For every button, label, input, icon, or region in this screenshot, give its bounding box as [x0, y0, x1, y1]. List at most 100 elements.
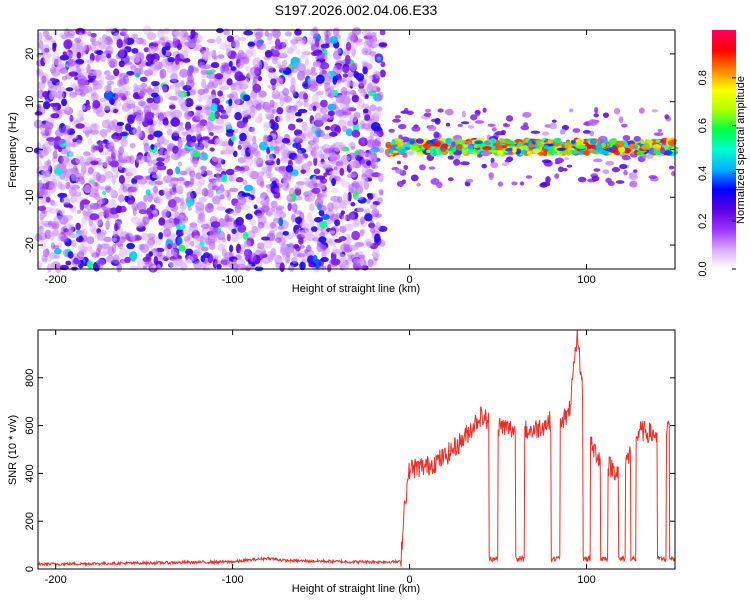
spectrogram-cell: [168, 95, 178, 101]
spectrogram-cell: [113, 87, 119, 95]
spectrogram-cell: [75, 222, 81, 231]
spectrogram-cell: [345, 41, 352, 51]
spectrogram-cell: [349, 171, 357, 178]
spectrogram-cell: [332, 64, 343, 75]
spectrogram-cell: [282, 87, 290, 97]
spectrogram-cell: [259, 141, 268, 151]
spectrogram-cell: [293, 154, 303, 165]
spectrogram-cell: [193, 235, 201, 244]
spectrogram-cell: [327, 202, 334, 212]
spectrogram-cell: [216, 202, 224, 211]
spectrogram-cell: [350, 202, 356, 207]
spectrogram-cell: [142, 265, 148, 270]
spectrogram-cell: [194, 208, 205, 215]
colorbar-label: Normalized spectral amplitude: [735, 76, 747, 224]
spectrogram-cell: [283, 95, 293, 103]
spectrogram-cell: [172, 37, 180, 46]
spectrogram-cell: [526, 150, 533, 156]
spectrogram-cell: [319, 161, 330, 167]
spectrogram-cell: [349, 81, 359, 88]
spectrogram-cell: [78, 32, 83, 41]
spectrogram-cell: [372, 40, 380, 47]
spectrogram-cell: [487, 123, 496, 128]
spectrogram-cell: [70, 172, 79, 182]
spectrogram-cell: [364, 114, 371, 121]
spectrogram-cell: [137, 100, 146, 107]
spectrogram-cell: [447, 155, 455, 160]
spectrogram-y-ticks: -20 -10 0 10 20: [24, 48, 675, 253]
spectrogram-cell: [363, 261, 368, 267]
spectrogram-cell: [440, 147, 447, 152]
spectrogram-cell: [36, 103, 42, 108]
y-tick-label: -10: [24, 189, 36, 205]
spectrogram-cell: [114, 170, 119, 179]
spectrogram-cell: [563, 157, 570, 161]
spectrogram-cell: [221, 237, 227, 243]
spectrogram-cell: [195, 201, 203, 210]
spectrogram-cell: [331, 169, 340, 178]
spectrogram-cell: [80, 164, 87, 175]
spectrogram-cell: [99, 97, 108, 103]
spectrogram-cell: [376, 197, 383, 204]
spectrogram-cell: [118, 194, 125, 203]
spectrogram-cell: [321, 213, 330, 221]
spectrogram-cell: [38, 179, 43, 189]
spectrogram-cell: [136, 259, 143, 269]
spectrogram-cell: [655, 139, 661, 143]
spectrogram-cell: [428, 166, 436, 170]
spectrogram-cell: [481, 163, 488, 169]
spectrogram-cell: [146, 112, 155, 117]
spectrogram-cell: [131, 48, 139, 54]
colorbar-ticks: 0.0 0.2 0.4 0.6 0.8: [697, 70, 736, 277]
spectrogram-cell: [245, 157, 254, 167]
spectrogram-cell: [240, 165, 250, 172]
spectrogram-cell: [80, 104, 86, 110]
spectrogram-cell: [210, 221, 221, 228]
spectrogram-cell: [44, 229, 52, 240]
spectrogram-cell: [125, 248, 131, 256]
spectrogram-cell: [623, 170, 628, 176]
spectrogram-cell: [213, 55, 218, 61]
spectrogram-cell: [90, 186, 98, 195]
spectrogram-cell: [136, 201, 147, 212]
spectrogram-cell: [260, 205, 270, 213]
spectrogram-cell: [210, 61, 220, 69]
spectrogram-cell: [291, 192, 297, 202]
spectrogram-cell: [157, 29, 165, 39]
spectrogram-cell: [361, 103, 370, 109]
spectrogram-cell: [118, 48, 125, 58]
spectrogram-cell: [226, 93, 235, 99]
spectrogram-cell: [60, 155, 70, 164]
spectrogram-cell: [187, 73, 194, 84]
spectrogram-cell: [176, 126, 181, 134]
spectrogram-cell: [629, 180, 638, 188]
spectrogram-cell: [48, 252, 57, 260]
spectrogram-cell: [347, 191, 352, 202]
spectrogram-cell: [371, 139, 382, 149]
spectrogram-cell: [566, 164, 573, 168]
spectrogram-cell: [165, 178, 170, 183]
spectrogram-cell: [226, 78, 233, 86]
spectrogram-cell: [308, 262, 317, 268]
spectrogram-cell: [426, 149, 431, 154]
spectrogram-y-axis-label: Frequency (Hz): [7, 112, 19, 188]
spectrogram-cell: [176, 177, 185, 182]
spectrogram-cell: [92, 99, 101, 109]
spectrogram-cell: [264, 105, 272, 113]
spectrogram-cell: [305, 180, 313, 188]
spectrogram-cell: [90, 32, 97, 38]
spectrogram-cell: [89, 202, 99, 210]
spectrogram-cell: [444, 137, 453, 145]
spectrogram-cell: [125, 233, 130, 241]
spectrogram-cell: [365, 75, 374, 82]
spectrogram-cell: [178, 161, 183, 167]
spectrogram-cell: [551, 119, 557, 123]
spectrogram-cell: [152, 185, 158, 194]
spectrogram-cell: [82, 121, 91, 132]
spectrogram-cell: [197, 215, 206, 225]
spectrogram-cell: [379, 190, 384, 196]
spectrogram-cell: [76, 51, 82, 59]
spectrogram-cell: [139, 76, 148, 82]
spectrogram-cell: [266, 36, 273, 45]
spectrogram-cell: [67, 228, 74, 236]
